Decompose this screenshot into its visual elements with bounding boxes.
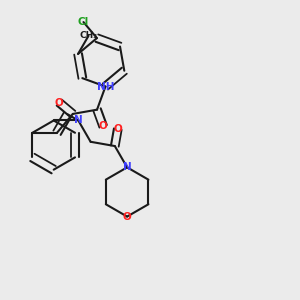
Text: Cl: Cl bbox=[78, 17, 89, 27]
Text: N: N bbox=[74, 116, 83, 125]
Text: NH: NH bbox=[97, 82, 114, 92]
Text: N: N bbox=[123, 162, 131, 172]
Text: CH₃: CH₃ bbox=[80, 31, 98, 40]
Text: O: O bbox=[99, 121, 107, 131]
Text: O: O bbox=[123, 212, 131, 222]
Text: O: O bbox=[55, 98, 64, 108]
Text: O: O bbox=[113, 124, 122, 134]
